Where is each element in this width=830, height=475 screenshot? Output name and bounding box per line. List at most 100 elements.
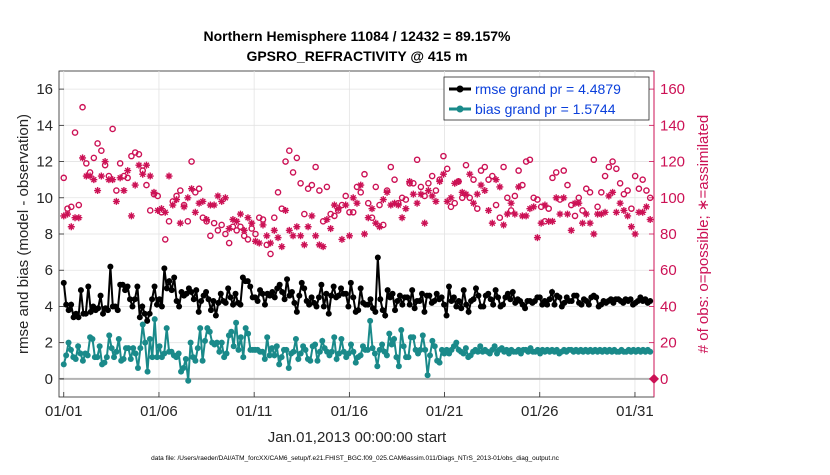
data-point xyxy=(89,336,96,343)
data-point xyxy=(113,348,120,355)
data-point xyxy=(593,294,600,301)
data-point xyxy=(129,303,136,310)
data-point xyxy=(485,290,492,297)
assimilated-obs-marker xyxy=(387,201,395,209)
data-point xyxy=(536,294,543,301)
data-point xyxy=(453,339,460,346)
possible-obs-marker xyxy=(387,163,395,171)
assimilated-obs-marker xyxy=(575,199,583,207)
assimilated-obs-marker xyxy=(481,187,489,195)
assimilated-obs-marker xyxy=(545,217,553,225)
possible-obs-marker xyxy=(214,227,222,234)
data-point xyxy=(151,283,158,290)
assimilated-obs-marker xyxy=(383,188,391,196)
legend-box xyxy=(443,76,650,121)
data-point xyxy=(146,310,153,317)
data-point xyxy=(347,279,354,286)
data-point xyxy=(192,357,199,364)
assimilated-obs-marker xyxy=(334,205,342,213)
assimilated-obs-marker xyxy=(586,219,594,227)
data-point xyxy=(392,307,399,314)
assimilated-obs-marker xyxy=(436,177,444,185)
data-point xyxy=(345,350,352,357)
possible-obs-marker xyxy=(207,232,214,240)
assimilated-obs-marker xyxy=(353,199,361,207)
data-point xyxy=(376,346,383,353)
data-point xyxy=(227,294,234,301)
data-point xyxy=(441,301,448,308)
possible-obs-marker xyxy=(402,196,410,203)
possible-obs-marker xyxy=(176,187,184,194)
data-point xyxy=(63,301,70,308)
assimilated-obs-marker xyxy=(507,199,515,207)
data-point xyxy=(357,285,364,292)
data-point xyxy=(216,348,223,355)
data-point xyxy=(247,283,254,290)
data-point xyxy=(416,298,423,305)
possible-obs-marker xyxy=(545,205,552,212)
possible-obs-marker xyxy=(485,176,492,183)
data-point xyxy=(313,303,320,310)
y-tick-label-right: 140 xyxy=(660,117,685,134)
x-tick-label: 01/31 xyxy=(616,403,654,420)
assimilated-obs-marker xyxy=(612,208,620,216)
possible-obs-marker xyxy=(361,170,368,178)
data-point xyxy=(63,352,70,359)
assimilated-obs-marker xyxy=(327,225,335,233)
data-point xyxy=(384,287,391,294)
data-point xyxy=(398,326,405,333)
possible-obs-marker xyxy=(98,147,105,154)
data-point xyxy=(199,357,206,364)
data-point xyxy=(84,352,91,359)
assimilated-obs-marker xyxy=(376,223,384,231)
assimilated-obs-marker xyxy=(289,232,297,240)
assimilated-obs-marker xyxy=(154,206,162,214)
possible-obs-marker xyxy=(492,201,500,209)
data-point xyxy=(82,310,89,317)
y-tick-label-left: 12 xyxy=(36,154,53,171)
assimilated-obs-marker xyxy=(71,214,79,222)
data-point xyxy=(319,337,326,344)
assimilated-obs-marker xyxy=(94,187,102,195)
data-point xyxy=(161,350,168,357)
data-point xyxy=(245,330,252,337)
assimilated-obs-marker xyxy=(432,197,440,205)
data-point xyxy=(431,343,438,350)
assimilated-obs-marker xyxy=(541,201,549,209)
possible-obs-marker xyxy=(552,169,560,176)
data-point xyxy=(77,350,84,357)
assimilated-obs-marker xyxy=(462,190,470,198)
data-point xyxy=(549,288,556,295)
possible-obs-marker xyxy=(188,158,195,165)
data-point xyxy=(301,285,308,292)
data-point xyxy=(335,292,342,299)
data-point xyxy=(217,290,224,297)
possible-obs-marker xyxy=(222,230,229,238)
possible-obs-marker xyxy=(304,185,312,193)
possible-obs-marker xyxy=(128,152,135,160)
data-point xyxy=(429,337,436,344)
data-point xyxy=(450,294,457,301)
assimilated-obs-marker xyxy=(278,243,286,251)
data-point xyxy=(261,301,268,308)
data-point xyxy=(389,290,396,297)
data-point xyxy=(556,294,563,301)
data-point xyxy=(377,296,384,303)
data-point xyxy=(465,308,472,315)
data-point xyxy=(480,303,487,310)
assimilated-obs-marker xyxy=(594,210,602,218)
y-tick-label-left: 4 xyxy=(45,298,53,315)
possible-obs-marker xyxy=(83,160,90,167)
data-point xyxy=(296,292,303,299)
y-tick-label-left: 16 xyxy=(36,81,53,98)
assimilated-obs-marker xyxy=(82,172,90,180)
possible-obs-marker xyxy=(312,163,319,171)
assimilated-obs-marker xyxy=(552,194,560,202)
data-point xyxy=(419,332,426,339)
data-point xyxy=(573,292,580,299)
data-point xyxy=(193,287,200,294)
legend-label-rmse: rmse grand pr = 4.4879 xyxy=(475,81,621,97)
data-point xyxy=(259,290,266,297)
assimilated-obs-marker xyxy=(135,161,143,169)
data-point xyxy=(154,301,161,308)
